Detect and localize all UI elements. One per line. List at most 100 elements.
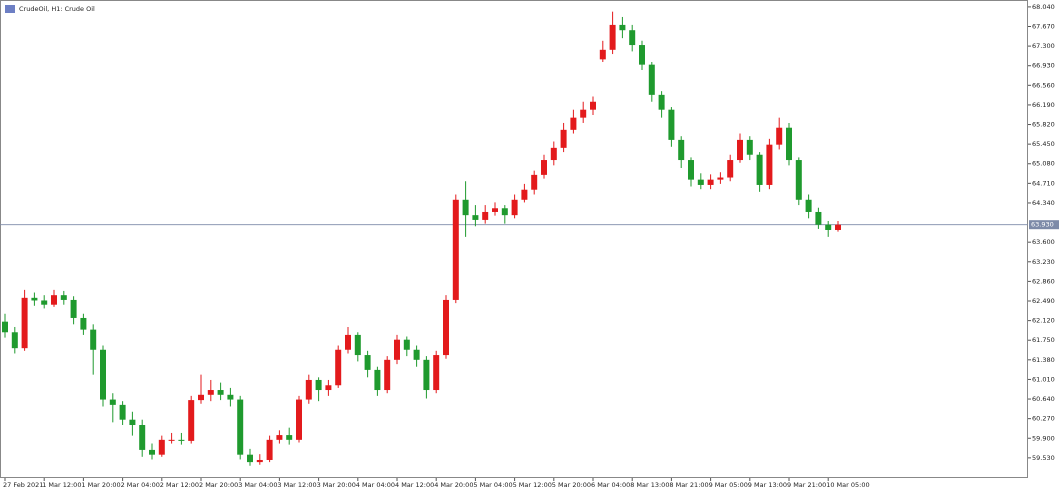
candle-body bbox=[766, 144, 773, 185]
candle-body bbox=[354, 334, 361, 356]
candle-body bbox=[433, 355, 440, 391]
candle-body bbox=[296, 399, 302, 440]
x-tick-label: 3 Mar 12:00 bbox=[277, 481, 316, 489]
y-tick-label: 62.120 bbox=[1032, 317, 1055, 325]
y-tick-label: 61.380 bbox=[1032, 356, 1055, 364]
candle-body bbox=[119, 404, 126, 420]
candle-body bbox=[472, 215, 479, 220]
candle-body bbox=[501, 208, 508, 216]
candle-body bbox=[707, 179, 714, 185]
candle-body bbox=[31, 297, 38, 301]
y-tick-label: 63.600 bbox=[1032, 238, 1055, 246]
candle-body bbox=[697, 179, 704, 185]
candle-body bbox=[550, 147, 557, 161]
candle-body bbox=[374, 369, 381, 391]
candle-body bbox=[619, 24, 626, 31]
chart-title: CrudeOil, H1: Crude Oil bbox=[19, 5, 95, 13]
y-tick-label: 68.040 bbox=[1032, 3, 1055, 11]
x-tick-label: 5 Mar 04:00 bbox=[473, 481, 512, 489]
y-tick-label: 59.530 bbox=[1032, 454, 1055, 462]
y-tick-label: 59.900 bbox=[1032, 434, 1055, 442]
candle-body bbox=[70, 299, 77, 318]
candle-body bbox=[590, 101, 596, 110]
candle-body bbox=[825, 224, 832, 230]
candle-body bbox=[668, 109, 675, 140]
candle-body bbox=[286, 435, 293, 440]
candle-body bbox=[60, 295, 67, 300]
candle-body bbox=[599, 49, 606, 60]
candle-body bbox=[80, 317, 87, 330]
candle-body bbox=[394, 339, 400, 360]
candle-body bbox=[805, 199, 812, 212]
y-tick-label: 60.270 bbox=[1032, 415, 1055, 423]
candle-body bbox=[345, 334, 351, 350]
candle-body bbox=[403, 339, 410, 350]
x-tick-label: 3 Mar 20:00 bbox=[317, 481, 356, 489]
plot-frame bbox=[0, 0, 1028, 478]
candle-body bbox=[129, 419, 136, 426]
candle-body bbox=[727, 160, 734, 178]
x-tick-label: 5 Mar 12:00 bbox=[513, 481, 552, 489]
candle-body bbox=[511, 199, 518, 216]
candle-body bbox=[570, 117, 577, 130]
candle-body bbox=[364, 355, 371, 370]
candle-body bbox=[815, 211, 822, 225]
candle-body bbox=[521, 189, 528, 200]
x-tick-label: 1 Mar 12:00 bbox=[42, 481, 81, 489]
x-tick-label: 6 Mar 04:00 bbox=[591, 481, 630, 489]
y-tick-label: 64.710 bbox=[1032, 179, 1055, 187]
candle-body bbox=[658, 94, 665, 110]
chart-icon bbox=[5, 5, 15, 13]
candle-body bbox=[443, 299, 449, 356]
y-tick-label: 65.450 bbox=[1032, 140, 1055, 148]
candle-body bbox=[629, 30, 636, 46]
last-price-box bbox=[1029, 220, 1059, 230]
candle-body bbox=[413, 349, 420, 360]
candle-body bbox=[786, 127, 792, 161]
candle-body bbox=[639, 45, 645, 65]
candle-body bbox=[531, 174, 538, 190]
candle-body bbox=[109, 399, 116, 405]
x-tick-label: 10 Mar 05:00 bbox=[826, 481, 869, 489]
candle-body bbox=[688, 160, 694, 180]
candle-body bbox=[100, 349, 106, 400]
y-tick-label: 62.490 bbox=[1032, 297, 1055, 305]
candle-body bbox=[423, 359, 430, 391]
candle-body bbox=[384, 359, 391, 391]
candle-body bbox=[139, 425, 146, 450]
x-tick-label: 8 Mar 21:00 bbox=[669, 481, 708, 489]
candle-body bbox=[335, 349, 342, 386]
candle-body bbox=[149, 449, 155, 455]
candle-body bbox=[188, 400, 195, 441]
candle-body bbox=[580, 109, 587, 118]
y-tick-label: 66.560 bbox=[1032, 81, 1055, 89]
candle-body bbox=[541, 160, 547, 175]
x-tick-label: 2 Mar 04:00 bbox=[121, 481, 160, 489]
candle-body bbox=[207, 390, 214, 395]
x-tick-label: 8 Mar 13:00 bbox=[630, 481, 669, 489]
candle-body bbox=[217, 390, 224, 395]
candle-body bbox=[168, 439, 175, 441]
candle-body bbox=[158, 439, 165, 455]
x-tick-label: 4 Mar 12:00 bbox=[395, 481, 434, 489]
candle-body bbox=[51, 295, 57, 305]
y-tick-label: 60.640 bbox=[1032, 395, 1055, 403]
candle-body bbox=[560, 129, 567, 148]
x-tick-label: 4 Mar 04:00 bbox=[356, 481, 395, 489]
candle-body bbox=[266, 439, 273, 460]
last-price-label: 63.930 bbox=[1031, 221, 1054, 229]
y-tick-label: 63.230 bbox=[1032, 258, 1055, 266]
y-tick-label: 66.930 bbox=[1032, 62, 1055, 70]
x-tick-label: 9 Mar 21:00 bbox=[787, 481, 826, 489]
x-tick-label: 9 Mar 05:00 bbox=[709, 481, 748, 489]
candle-body bbox=[227, 394, 234, 400]
candle-body bbox=[678, 139, 685, 161]
candle-body bbox=[776, 127, 783, 145]
candle-body bbox=[178, 439, 185, 441]
y-tick-label: 64.340 bbox=[1032, 199, 1055, 207]
candle-body bbox=[648, 64, 655, 95]
candle-body bbox=[237, 399, 244, 455]
candle-body bbox=[462, 199, 469, 216]
candle-body bbox=[492, 208, 498, 212]
candle-body bbox=[276, 435, 283, 440]
